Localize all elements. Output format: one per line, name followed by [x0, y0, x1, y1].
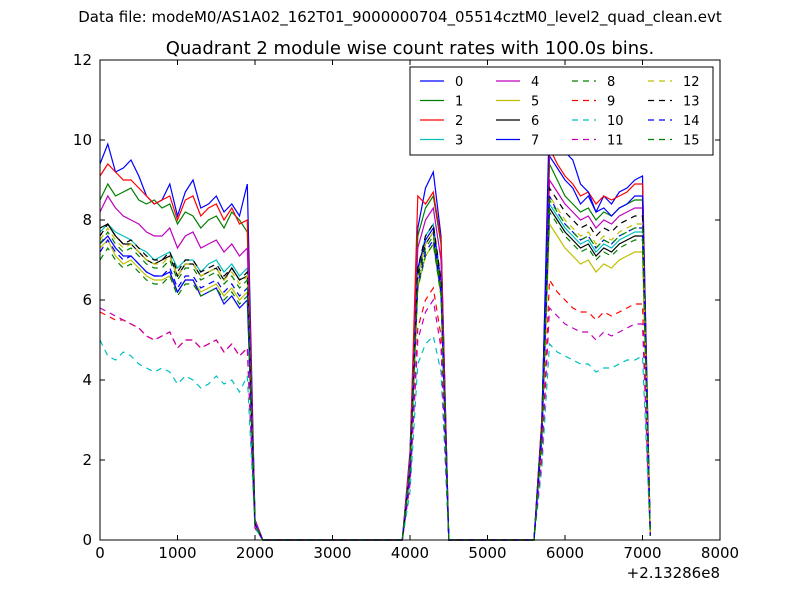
- x-tick-label: 7000: [623, 544, 661, 562]
- legend-label-8: 8: [607, 75, 615, 90]
- figure-suptitle: Data file: modeM0/AS1A02_162T01_90000007…: [78, 8, 722, 26]
- legend-label-10: 10: [607, 114, 624, 129]
- y-tick-label: 10: [73, 131, 92, 149]
- y-tick-label: 4: [82, 371, 92, 389]
- y-tick-label: 2: [82, 451, 92, 469]
- legend-label-9: 9: [607, 95, 615, 110]
- x-tick-label: 2000: [236, 544, 274, 562]
- y-tick-label: 8: [82, 211, 92, 229]
- legend-label-0: 0: [455, 75, 463, 90]
- series-line-9: [99, 278, 651, 541]
- x-offset-label: +2.13286e8: [627, 564, 720, 582]
- legend-label-13: 13: [683, 95, 700, 110]
- x-tick-label: 3000: [313, 544, 351, 562]
- legend-label-1: 1: [455, 95, 463, 110]
- series-line-12: [99, 194, 651, 541]
- x-tick-label: 0: [95, 544, 105, 562]
- legend-label-6: 6: [531, 114, 539, 129]
- legend-label-7: 7: [531, 134, 539, 149]
- y-tick-label: 12: [73, 51, 92, 69]
- legend-box: [409, 66, 714, 156]
- legend-label-14: 14: [683, 114, 700, 129]
- legend-label-2: 2: [455, 114, 463, 129]
- legend-label-11: 11: [607, 134, 624, 149]
- chart-title: Quadrant 2 module wise count rates with …: [166, 38, 655, 59]
- x-tick-label: 1000: [158, 544, 196, 562]
- x-tick-label: 6000: [546, 544, 584, 562]
- legend-label-3: 3: [455, 134, 463, 149]
- legend-label-5: 5: [531, 95, 539, 110]
- series-line-11: [99, 298, 651, 541]
- axes-layer: 0 1000 2000 3000 4000 5000 6000 7000 80000246810…: [73, 51, 739, 562]
- x-tick-label: 5000: [468, 544, 506, 562]
- series-line-14: [99, 195, 651, 541]
- y-tick-label: 6: [82, 291, 92, 309]
- x-tick-label: 4000: [391, 544, 429, 562]
- y-tick-label: 0: [82, 531, 92, 549]
- legend-label-15: 15: [683, 134, 700, 149]
- legend-label-4: 4: [531, 75, 539, 90]
- x-tick-label: 8000: [701, 544, 739, 562]
- legend-label-12: 12: [683, 75, 700, 90]
